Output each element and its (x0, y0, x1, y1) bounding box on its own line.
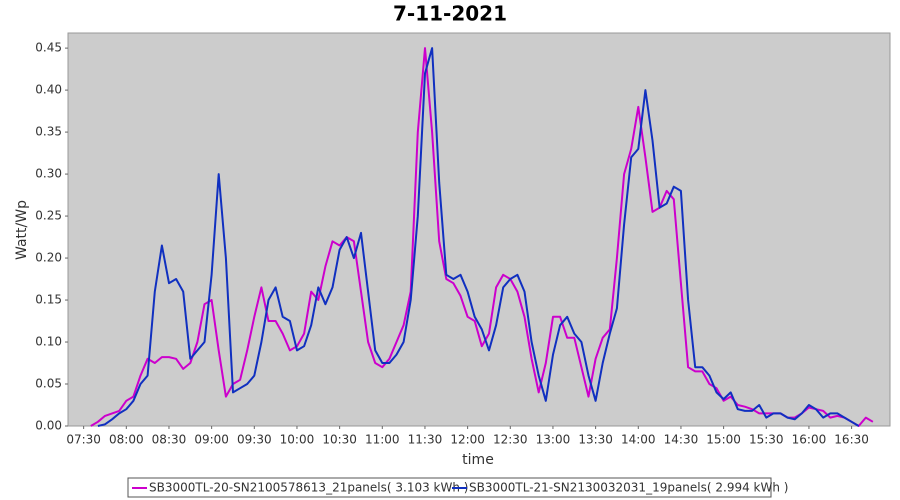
x-axis-label: time (462, 452, 494, 468)
x-tick-label: 12:00 (450, 433, 485, 447)
y-tick-label: 0.25 (35, 209, 62, 223)
x-tick-label: 15:30 (749, 433, 784, 447)
x-tick-label: 13:30 (578, 433, 613, 447)
x-tick-label: 08:30 (152, 433, 187, 447)
x-tick-label: 14:00 (621, 433, 656, 447)
y-tick-label: 0.15 (35, 293, 62, 307)
legend-label: SB3000TL-20-SN2100578613_21panels( 3.103… (149, 481, 468, 495)
series-line (90, 47, 874, 427)
x-tick-label: 16:30 (834, 433, 869, 447)
x-tick-label: 15:00 (706, 433, 741, 447)
x-tick-label: 07:30 (66, 433, 101, 447)
y-tick-label: 0.10 (35, 335, 62, 349)
y-tick-label: 0.20 (35, 251, 62, 265)
x-tick-label: 09:00 (194, 433, 229, 447)
y-tick-label: 0.35 (35, 125, 62, 139)
y-tick-label: 0.00 (35, 419, 62, 433)
x-tick-label: 09:30 (237, 433, 272, 447)
x-tick-label: 16:00 (792, 433, 827, 447)
plot-area (67, 32, 891, 427)
x-tick-label: 12:30 (493, 433, 528, 447)
x-tick-label: 10:30 (322, 433, 357, 447)
x-tick-label: 11:30 (408, 433, 443, 447)
y-axis-label: Watt/Wp (14, 200, 30, 260)
x-tick-label: 13:00 (536, 433, 571, 447)
y-tick-label: 0.45 (35, 41, 62, 55)
x-tick-label: 08:00 (109, 433, 144, 447)
legend-label: SB3000TL-21-SN2130032031_19panels( 2.994… (469, 481, 788, 495)
x-tick-label: 11:00 (365, 433, 400, 447)
chart-title: 7-11-2021 (393, 2, 507, 26)
y-tick-label: 0.05 (35, 377, 62, 391)
x-tick-label: 10:00 (280, 433, 315, 447)
series-line (97, 47, 860, 427)
x-tick-label: 14:30 (664, 433, 699, 447)
y-tick-label: 0.40 (35, 83, 62, 97)
y-tick-label: 0.30 (35, 167, 62, 181)
legend (127, 477, 772, 498)
